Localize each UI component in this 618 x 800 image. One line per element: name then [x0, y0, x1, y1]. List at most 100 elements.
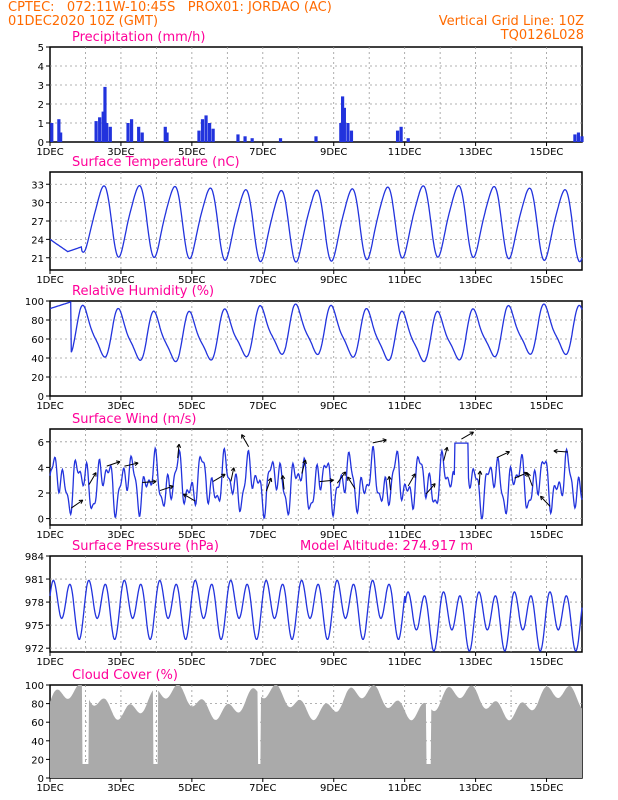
cloud-ytick-label-0: 0 — [38, 774, 44, 785]
wind-arrow-head-141 — [539, 495, 545, 501]
precip-xtick-label-6: 13DEC — [459, 147, 493, 158]
precip-xtick-label-7: 15DEC — [530, 147, 564, 158]
precip-bar-25 — [339, 123, 343, 142]
precip-title: Precipitation (mm/h) — [72, 30, 205, 45]
precip-bar-33 — [573, 134, 577, 142]
temp-xtick-label-7: 15DEC — [530, 275, 564, 286]
precip-ytick-label-5: 5 — [38, 43, 44, 54]
temp-ytick-label-24: 24 — [31, 235, 44, 246]
wind-arrow-shaft-136 — [527, 472, 533, 487]
precip-bar-17 — [204, 115, 208, 142]
rh-xtick-label-5: 11DEC — [388, 401, 422, 412]
wind-arrow-shaft-91 — [372, 439, 387, 444]
wind-arrow-head-101 — [411, 473, 416, 478]
pressure-model-altitude: Model Altitude: 274.917 m — [300, 539, 473, 554]
precip-ytick-label-3: 3 — [38, 81, 44, 92]
wind-xtick-label-3: 7DEC — [249, 530, 276, 541]
cloud-xtick-label-1: 3DEC — [107, 783, 134, 794]
precip-ytick-label-2: 2 — [38, 100, 44, 111]
header-model-id: TQ0126L028 — [500, 28, 584, 43]
precip-bar-29 — [349, 130, 354, 142]
cloud-xtick-label-6: 13DEC — [459, 783, 493, 794]
temp-ytick-label-21: 21 — [31, 254, 44, 265]
wind-arrow-head-11 — [92, 472, 97, 477]
wind-series-line — [49, 442, 583, 520]
pressure-ytick-label-972: 972 — [25, 644, 44, 655]
precip-bar-12 — [140, 132, 144, 142]
temp-ytick-label-27: 27 — [31, 217, 44, 228]
precip-bar-9 — [126, 123, 130, 142]
wind-arrow-shaft-41 — [183, 493, 196, 502]
wind-arrow-head-61 — [267, 477, 273, 483]
pressure-ytick-label-975: 975 — [25, 621, 44, 632]
wind-ytick-label-0: 0 — [38, 515, 44, 526]
cloud-xtick-label-2: 5DEC — [178, 783, 205, 794]
pressure-ytick-label-984: 984 — [25, 552, 44, 563]
wind-arrow-shaft-61 — [265, 477, 272, 492]
rh-ytick-label-60: 60 — [31, 335, 44, 346]
rh-ytick-label-0: 0 — [38, 392, 44, 403]
wind-arrow-shaft-21 — [124, 462, 139, 467]
precip-ytick-label-4: 4 — [38, 62, 44, 73]
wind-arrow-shaft-71 — [301, 459, 307, 474]
wind-arrow-shaft-66 — [282, 475, 285, 490]
wind-arrow-head-16 — [115, 460, 121, 465]
cloud-ytick-label-40: 40 — [31, 737, 44, 748]
rh-ytick-label-40: 40 — [31, 354, 44, 365]
wind-arrow-head-136 — [526, 472, 531, 478]
precip-ytick-label-1: 1 — [38, 119, 44, 130]
precip-bar-15 — [197, 130, 201, 142]
pressure-xtick-label-1: 3DEC — [107, 657, 134, 668]
temp-xtick-label-5: 11DEC — [388, 275, 422, 286]
precip-xtick-label-3: 7DEC — [249, 147, 276, 158]
cloud-cover-area — [50, 685, 582, 778]
pressure-xtick-label-5: 11DEC — [388, 657, 422, 668]
wind-arrow-shaft-106 — [425, 483, 436, 495]
precip-bar-11 — [137, 126, 141, 142]
header-line-1: CPTEC: 072:11W-10:45S PROX01: JORDAO (AC… — [8, 0, 332, 15]
rh-xtick-label-1: 3DEC — [107, 401, 134, 412]
wind-xtick-label-6: 13DEC — [459, 530, 493, 541]
precip-bar-18 — [208, 123, 212, 142]
pressure-xtick-label-3: 7DEC — [249, 657, 276, 668]
wind-arrow-head-51 — [230, 467, 236, 472]
pressure-xtick-label-7: 15DEC — [530, 657, 564, 668]
wind-arrow-shaft-11 — [88, 472, 97, 485]
precip-bar-8 — [108, 126, 112, 142]
wind-arrow-head-116 — [469, 431, 474, 436]
precip-bar-10 — [129, 119, 134, 142]
wind-arrow-head-56 — [241, 434, 246, 439]
wind-arrow-head-121 — [477, 470, 483, 475]
wind-arrow-head-106 — [431, 483, 436, 488]
temp-title: Surface Temperature (nC) — [72, 155, 240, 170]
precip-bar-24 — [314, 136, 318, 142]
temp-xtick-label-0: 1DEC — [36, 275, 63, 286]
wind-arrow-head-96 — [387, 476, 392, 481]
wind-arrow-head-6 — [78, 499, 84, 504]
wind-arrow-head-91 — [382, 438, 387, 443]
pressure-series-line — [49, 579, 583, 652]
wind-arrow-head-126 — [505, 450, 510, 456]
wind-arrow-shaft-6 — [70, 499, 84, 509]
precip-bar-2 — [59, 132, 63, 142]
rh-xtick-label-0: 1DEC — [36, 401, 63, 412]
wind-title: Surface Wind (m/s) — [72, 412, 196, 427]
precip-bar-32 — [406, 138, 410, 142]
precip-bar-35 — [580, 136, 584, 142]
wind-xtick-label-7: 15DEC — [530, 530, 564, 541]
wind-arrow-shaft-146 — [553, 450, 568, 453]
precip-bar-6 — [103, 86, 107, 142]
precip-bar-4 — [98, 117, 102, 142]
wind-xtick-label-0: 1DEC — [36, 530, 63, 541]
temp-xtick-label-2: 5DEC — [178, 275, 205, 286]
wind-arrow-head-86 — [347, 476, 352, 481]
rh-frame — [49, 300, 583, 397]
temp-xtick-label-4: 9DEC — [320, 275, 347, 286]
cloud-xtick-label-0: 1DEC — [36, 783, 63, 794]
temp-series-line — [49, 185, 583, 263]
precip-bar-21 — [243, 136, 247, 142]
header-line-2: 01DEC2020 10Z (GMT) — [8, 14, 159, 29]
precip-bar-23 — [278, 138, 283, 142]
wind-arrow-shaft-26 — [142, 480, 157, 483]
rh-xtick-label-7: 15DEC — [530, 401, 564, 412]
